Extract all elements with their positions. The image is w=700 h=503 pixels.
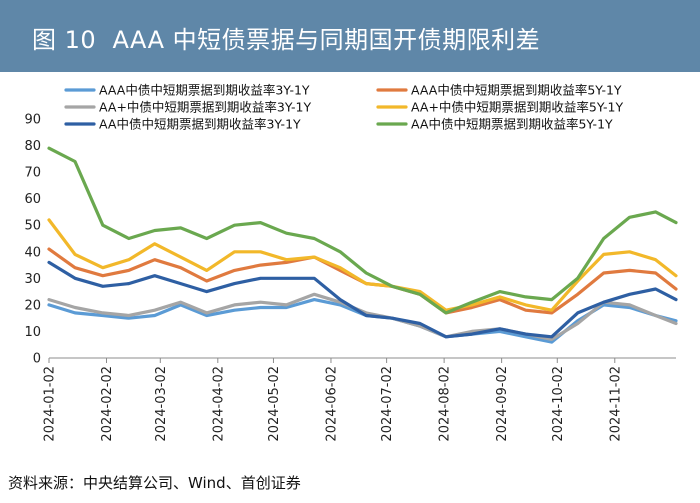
legend-label: AAA中债中短期票据到期收益率5Y-1Y: [411, 83, 622, 98]
x-tick-label: 2024-11-02: [608, 366, 623, 442]
x-tick-label: 2024-02-02: [100, 366, 115, 442]
legend-label: AA中债中短期票据到期收益率3Y-1Y: [99, 117, 301, 132]
legend-label: AA+中债中短期票据到期收益率5Y-1Y: [411, 100, 623, 115]
source-note: 资料来源：中央结算公司、Wind、首创证券: [8, 474, 301, 492]
y-tick-label: 50: [24, 219, 41, 234]
legend-label: AA+中债中短期票据到期收益率3Y-1Y: [99, 100, 311, 115]
series-line-5: [47, 260, 678, 339]
y-tick-label: 70: [24, 166, 41, 181]
series-line-3: [47, 292, 678, 341]
figure-number: 图 10: [32, 26, 97, 54]
x-tick-label: 2024-09-02: [495, 366, 510, 442]
x-tick-label: 2024-07-02: [380, 366, 395, 442]
y-tick-label: 40: [24, 245, 41, 260]
figure-title: 图 10 AAA 中短债票据与同期国开债期限利差: [32, 20, 540, 55]
series-line-6: [47, 146, 678, 315]
legend: AAA中债中短期票据到期收益率3Y-1Y AAA中债中短期票据到期收益率5Y-1Y…: [64, 83, 623, 132]
legend-label: AAA中债中短期票据到期收益率3Y-1Y: [99, 83, 310, 98]
y-axis: 0 10 20 30 40 50 60 70 80 90: [24, 113, 41, 367]
y-tick-label: 0: [33, 352, 41, 367]
line-chart: AAA中债中短期票据到期收益率3Y-1Y AAA中债中短期票据到期收益率5Y-1Y…: [24, 83, 678, 442]
x-tick-label: 2024-08-02: [438, 366, 453, 442]
series-lines: [47, 146, 678, 344]
y-tick-label: 80: [24, 139, 41, 154]
y-tick-label: 10: [24, 325, 41, 340]
x-tick-label: 2024-06-02: [324, 366, 339, 442]
y-tick-label: 60: [24, 192, 41, 207]
title-bar: 图 10 AAA 中短债票据与同期国开债期限利差: [0, 0, 700, 72]
x-tick-label: 2024-04-02: [211, 366, 226, 442]
x-tick-label: 2024-03-02: [154, 366, 169, 442]
y-tick-label: 90: [24, 113, 41, 128]
legend-label: AA中债中短期票据到期收益率5Y-1Y: [411, 117, 613, 132]
y-tick-label: 30: [24, 272, 41, 287]
x-tick-label: 2024-05-02: [267, 366, 282, 442]
series-line-4: [47, 218, 678, 312]
figure-title-text: AAA 中短债票据与同期国开债期限利差: [112, 26, 541, 54]
x-tick-label: 2024-10-02: [551, 366, 566, 442]
x-tick-label: 2024-01-02: [43, 366, 58, 442]
x-axis: 2024-01-02 2024-02-02 2024-03-02 2024-04-02…: [43, 358, 623, 442]
y-tick-label: 20: [24, 298, 41, 313]
